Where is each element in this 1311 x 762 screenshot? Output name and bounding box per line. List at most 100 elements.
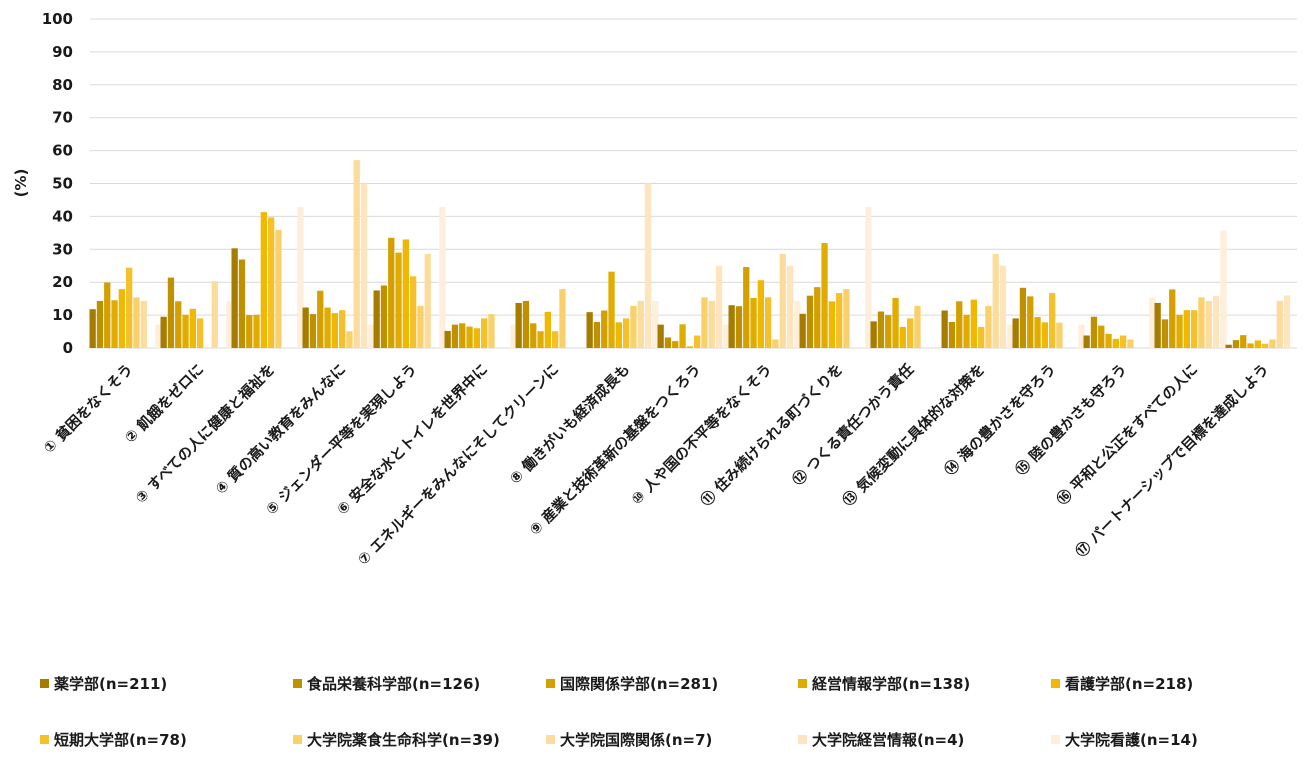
x-tick-label: ④ 質の高い教育をみんなに	[212, 360, 350, 498]
legend-swatch	[1051, 735, 1060, 744]
legend-item: 国際関係学部(n=281)	[546, 675, 718, 693]
y-axis: 0 10 20 30 40 50 60 70 80 90 100	[42, 10, 73, 357]
bar	[963, 314, 970, 348]
bar	[637, 300, 644, 348]
bar	[593, 322, 601, 348]
bar	[1007, 324, 1014, 348]
bar	[644, 183, 652, 348]
x-tick-label: ① 貧困をなくそう	[40, 360, 137, 457]
bar	[104, 282, 111, 348]
legend-label: 大学院国際関係(n=7)	[560, 731, 712, 749]
bar	[395, 252, 402, 348]
bar	[907, 318, 914, 348]
bar	[999, 265, 1007, 348]
bar	[1247, 343, 1254, 348]
bar	[708, 300, 715, 348]
bar	[260, 212, 267, 348]
legend-item: 薬学部(n=211)	[40, 675, 167, 693]
bar	[1262, 343, 1269, 348]
bar	[1056, 322, 1063, 348]
bar	[317, 290, 324, 348]
bar	[892, 297, 899, 348]
bar	[275, 229, 282, 348]
y-tick-label: 80	[52, 76, 73, 94]
bar	[1105, 333, 1112, 348]
bar	[985, 305, 992, 348]
bar	[1161, 319, 1169, 348]
bar	[1041, 322, 1048, 348]
bar	[481, 318, 488, 348]
legend-swatch	[40, 735, 49, 744]
bar	[1254, 340, 1261, 348]
bar	[1276, 300, 1283, 348]
bar	[552, 331, 559, 348]
bar	[253, 314, 260, 348]
y-tick-label: 20	[52, 273, 73, 291]
bar	[118, 289, 125, 348]
x-tick-label: ⑤ ジェンダー平等を実現しよう	[262, 360, 420, 518]
legend-item: 大学院経営情報(n=4)	[798, 731, 964, 749]
bar	[211, 281, 218, 348]
bar	[182, 314, 189, 348]
bar	[331, 313, 338, 348]
legend: 薬学部(n=211) 食品栄養科学部(n=126) 国際関係学部(n=281) 経営情…	[40, 675, 1198, 749]
bar	[160, 316, 167, 348]
bar	[368, 324, 375, 348]
bar	[473, 328, 480, 348]
bar	[1127, 339, 1134, 348]
bar	[992, 253, 999, 348]
bar	[111, 300, 118, 348]
legend-label: 食品栄養科学部(n=126)	[307, 675, 480, 693]
bar	[899, 326, 906, 348]
bar	[806, 295, 814, 348]
bar	[799, 313, 806, 348]
legend-item: 短期大学部(n=78)	[40, 731, 187, 749]
bar	[155, 324, 162, 348]
bar	[672, 341, 679, 348]
y-tick-label: 0	[63, 339, 73, 357]
bar	[380, 285, 388, 348]
bar	[679, 324, 686, 348]
bar	[89, 309, 96, 348]
y-tick-label: 30	[52, 240, 73, 258]
bar	[522, 300, 530, 348]
bar	[96, 300, 104, 348]
bar	[885, 315, 892, 348]
bar	[870, 321, 877, 348]
gridlines	[90, 18, 1297, 349]
bar	[1034, 317, 1041, 348]
bar	[786, 265, 794, 348]
y-tick-label: 70	[52, 109, 73, 127]
y-tick-label: 100	[42, 10, 73, 28]
bar	[302, 307, 309, 348]
bar	[537, 331, 544, 348]
bar	[1012, 318, 1019, 348]
legend-item: 経営情報学部(n=138)	[798, 675, 970, 693]
legend-swatch	[546, 679, 555, 688]
bar	[652, 300, 659, 348]
bar	[1176, 314, 1183, 348]
bar	[686, 346, 693, 348]
legend-swatch	[293, 679, 302, 688]
bar	[466, 326, 473, 348]
y-tick-label: 40	[52, 207, 73, 225]
y-tick-label: 60	[52, 142, 73, 160]
y-axis-label: (%)	[12, 169, 30, 198]
bar	[630, 305, 637, 348]
legend-label: 経営情報学部(n=138)	[812, 675, 970, 693]
bar	[657, 324, 664, 348]
bar	[388, 237, 395, 348]
bar	[197, 318, 204, 348]
bar	[238, 259, 246, 348]
bar	[297, 206, 304, 348]
bar	[1098, 325, 1105, 348]
legend-label: 大学院経営情報(n=4)	[812, 731, 964, 749]
bar	[167, 277, 175, 348]
bar	[410, 276, 417, 348]
bar	[1019, 287, 1027, 348]
x-tick-label: ⑧ 働きがいも経済成長も	[506, 360, 634, 488]
bar	[1232, 340, 1240, 348]
bar	[1049, 293, 1056, 348]
legend-item: 大学院看護(n=14)	[1051, 731, 1198, 749]
